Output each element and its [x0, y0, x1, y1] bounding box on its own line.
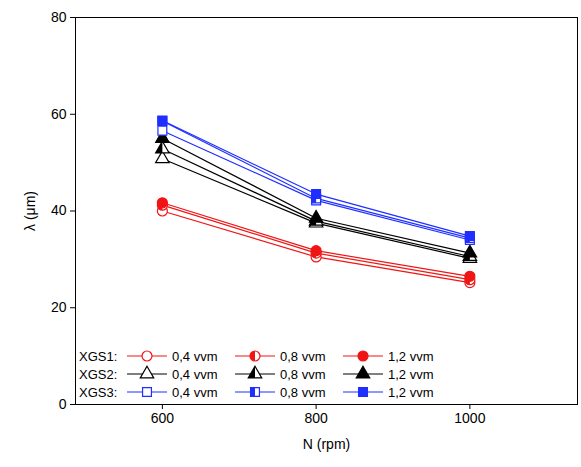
svg-text:800: 800 — [304, 410, 328, 426]
svg-text:20: 20 — [51, 299, 67, 315]
svg-text:N (rpm): N (rpm) — [303, 436, 350, 452]
svg-text:0,4 vvm: 0,4 vvm — [172, 385, 218, 400]
svg-text:1,2 vvm: 1,2 vvm — [388, 367, 434, 382]
svg-text:0,8 vvm: 0,8 vvm — [280, 349, 326, 364]
svg-text:XGS2:: XGS2: — [79, 367, 117, 382]
svg-text:1000: 1000 — [454, 410, 485, 426]
svg-text:1,2 vvm: 1,2 vvm — [388, 385, 434, 400]
svg-text:0: 0 — [59, 396, 67, 412]
svg-text:0,4 vvm: 0,4 vvm — [172, 367, 218, 382]
svg-text:600: 600 — [151, 410, 175, 426]
svg-text:XGS3:: XGS3: — [79, 385, 117, 400]
svg-text:0,8 vvm: 0,8 vvm — [280, 367, 326, 382]
svg-text:40: 40 — [51, 202, 67, 218]
svg-text:0,8 vvm: 0,8 vvm — [280, 385, 326, 400]
svg-text:60: 60 — [51, 106, 67, 122]
svg-text:0,4 vvm: 0,4 vvm — [172, 349, 218, 364]
svg-text:80: 80 — [51, 9, 67, 25]
svg-text:λ (μm): λ (μm) — [22, 191, 38, 231]
svg-text:1,2 vvm: 1,2 vvm — [388, 349, 434, 364]
svg-text:XGS1:: XGS1: — [79, 349, 117, 364]
